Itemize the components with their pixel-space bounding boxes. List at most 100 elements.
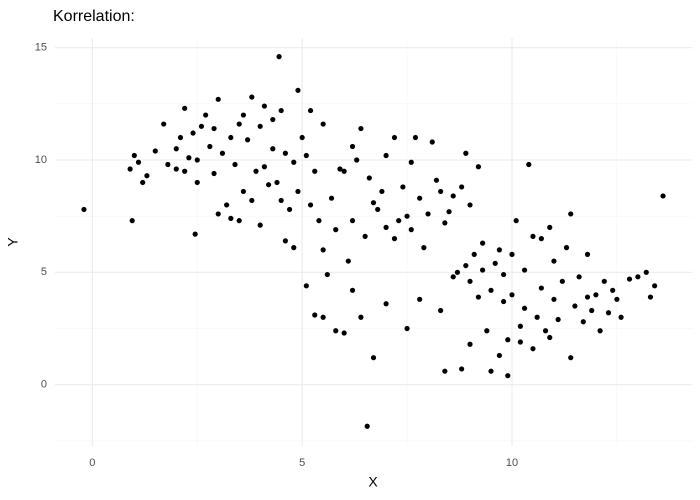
point (538, 285, 544, 291)
point (584, 251, 591, 257)
point (563, 245, 570, 251)
point (379, 188, 385, 195)
y-axis-label: Y (5, 237, 21, 247)
point (450, 274, 456, 280)
point (509, 292, 515, 298)
point (165, 161, 171, 168)
point (538, 236, 544, 242)
point (547, 334, 553, 341)
point (584, 294, 591, 300)
chart-title: Korrelation: (53, 8, 135, 25)
point (593, 292, 599, 298)
point (194, 179, 200, 186)
point (521, 305, 528, 311)
point (480, 267, 486, 273)
point (572, 303, 578, 309)
point (526, 161, 532, 168)
point (307, 202, 314, 208)
point (224, 202, 230, 208)
point (215, 211, 221, 217)
point (417, 195, 423, 201)
point (618, 314, 624, 320)
point (370, 355, 377, 361)
point (127, 166, 133, 172)
point (647, 294, 654, 300)
point (249, 94, 255, 100)
point (282, 150, 288, 156)
point (177, 134, 184, 141)
point (312, 168, 318, 174)
point (530, 233, 536, 239)
point (408, 159, 414, 165)
point (417, 296, 423, 302)
point (257, 222, 263, 228)
point (299, 134, 305, 141)
point (425, 211, 431, 217)
point (173, 166, 179, 172)
point (152, 148, 158, 154)
point (341, 168, 347, 174)
point (291, 245, 297, 251)
point (454, 269, 461, 275)
point (463, 262, 469, 269)
point (521, 267, 528, 273)
point (282, 238, 288, 244)
point (182, 168, 188, 174)
point (601, 278, 607, 284)
point (438, 307, 444, 314)
point (559, 278, 565, 284)
point (438, 188, 444, 195)
point (257, 123, 263, 129)
point (240, 112, 247, 118)
point (542, 328, 549, 334)
point (513, 218, 519, 224)
point (354, 157, 360, 163)
point (312, 312, 318, 318)
point (192, 231, 198, 237)
point (198, 123, 205, 129)
point (610, 287, 616, 293)
point (333, 227, 339, 233)
point (328, 195, 335, 201)
point (383, 224, 389, 230)
point (349, 218, 356, 224)
point (366, 175, 372, 181)
point (391, 134, 398, 141)
y-tick-label: 10 (35, 154, 47, 166)
point (475, 294, 482, 300)
point (412, 134, 419, 141)
point (480, 240, 486, 246)
point (219, 150, 226, 156)
point (488, 368, 494, 374)
point (303, 283, 309, 289)
point (530, 346, 536, 352)
point (253, 168, 259, 174)
point (517, 323, 523, 329)
point (635, 274, 641, 280)
point (446, 209, 452, 215)
point (652, 283, 658, 289)
point (135, 159, 142, 165)
point (500, 271, 507, 278)
point (492, 260, 498, 266)
point (660, 193, 666, 199)
point (555, 316, 561, 323)
point (467, 202, 473, 208)
point (286, 206, 293, 213)
point (320, 247, 326, 253)
point (236, 218, 242, 224)
point (496, 352, 502, 359)
point (345, 258, 351, 264)
point (404, 213, 410, 219)
point (236, 121, 242, 127)
point (215, 96, 221, 102)
point (228, 215, 234, 222)
point (337, 166, 343, 172)
point (276, 54, 282, 60)
point (129, 218, 135, 224)
point (358, 125, 364, 132)
point (568, 355, 574, 361)
point (182, 105, 188, 111)
point (131, 152, 137, 159)
point (568, 211, 574, 217)
